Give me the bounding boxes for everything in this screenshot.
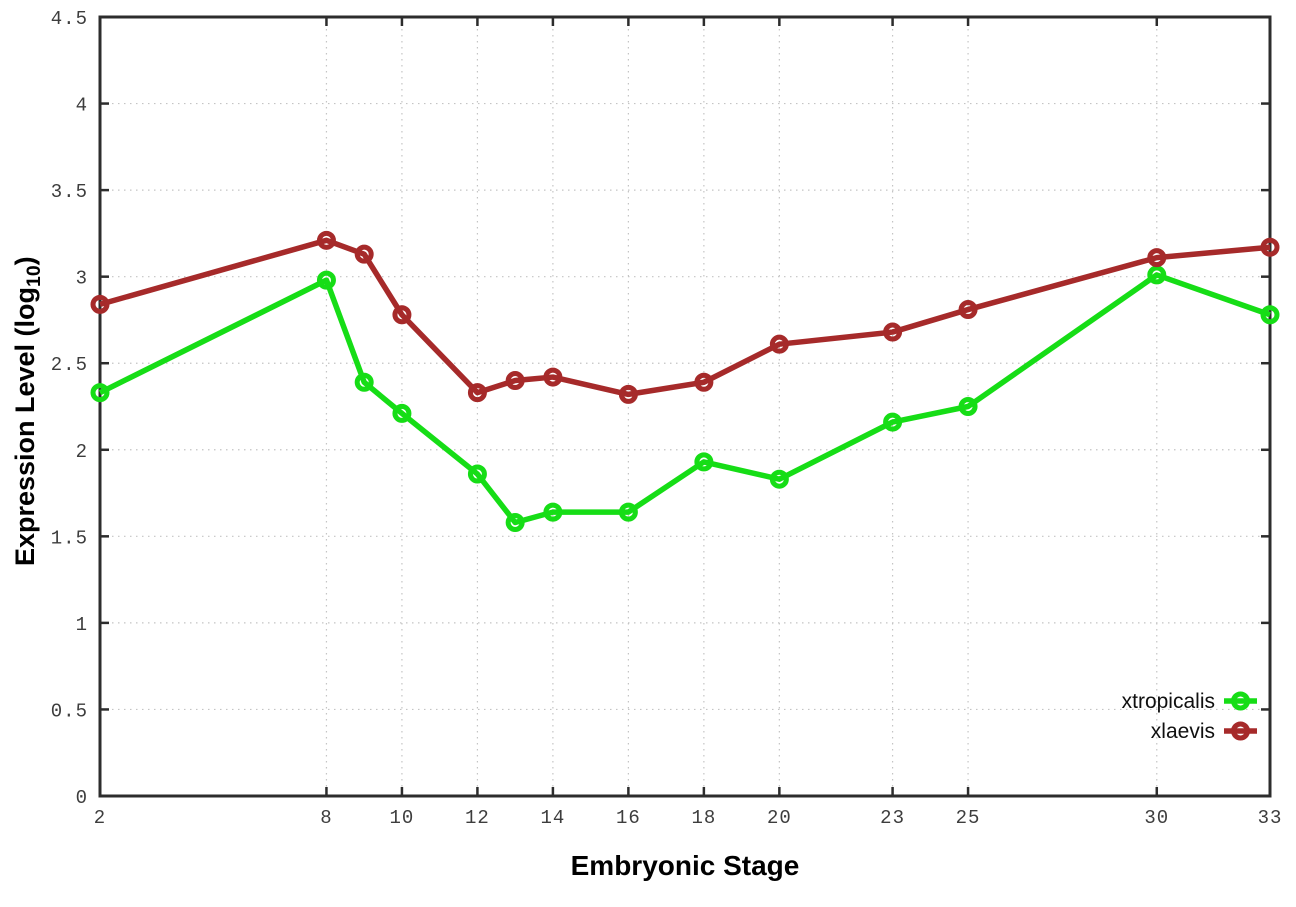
data-point-xtropicalis-stage-30 xyxy=(1147,265,1167,285)
data-point-xtropicalis-stage-8 xyxy=(316,270,336,290)
x-tick-label-16: 16 xyxy=(616,807,641,829)
plot-frame xyxy=(98,15,1272,798)
legend-marker-xtropicalis xyxy=(1231,691,1250,711)
data-point-xlaevis-stage-8 xyxy=(316,230,336,250)
y-axis-title: Expression Level (log10) xyxy=(10,221,46,601)
x-tick-label-12: 12 xyxy=(465,807,490,829)
data-point-xtropicalis-stage-12 xyxy=(467,464,487,484)
data-point-xtropicalis-stage-18 xyxy=(694,452,714,472)
legend-label-xlaevis: xlaevis xyxy=(1151,720,1215,743)
x-tick-label-14: 14 xyxy=(540,807,565,829)
x-tick-label-23: 23 xyxy=(880,807,905,829)
data-point-xlaevis-stage-20 xyxy=(769,334,789,354)
data-point-xtropicalis-stage-20 xyxy=(769,469,789,489)
tick-labels: 2 8 10 12 14 16 18 20 23 25 30 33 0 0.5 1 1.5 2 2.5 3 3.5 4 4… xyxy=(51,8,1283,829)
data-point-xlaevis-stage-23 xyxy=(883,322,903,342)
data-point-xlaevis-stage-30 xyxy=(1147,248,1167,268)
data-point-xtropicalis-stage-25 xyxy=(958,397,978,416)
data-point-xlaevis-stage-16 xyxy=(618,384,638,404)
y-tick-label-2: 2 xyxy=(76,441,88,463)
legend-entry-xtropicalis: xtropicalis xyxy=(1122,690,1257,713)
y-tick-label-1.5: 1.5 xyxy=(51,527,88,549)
y-axis-title-subscript: 10 xyxy=(23,265,46,287)
data-point-xtropicalis-stage-33 xyxy=(1260,305,1280,325)
y-tick-label-4.5: 4.5 xyxy=(51,8,88,30)
data-point-xtropicalis-stage-9 xyxy=(354,372,374,392)
data-point-xlaevis-stage-9 xyxy=(354,244,374,264)
data-point-xtropicalis-stage-23 xyxy=(883,412,903,432)
y-axis-title-text: Expression Level (log xyxy=(9,286,40,567)
data-point-xtropicalis-stage-16 xyxy=(618,502,638,522)
data-point-xtropicalis-stage-10 xyxy=(392,403,412,423)
legend-label-xtropicalis: xtropicalis xyxy=(1122,690,1215,713)
data-point-xlaevis-stage-2 xyxy=(90,294,110,314)
x-tick-label-25: 25 xyxy=(956,807,981,829)
data-point-xlaevis-stage-25 xyxy=(958,300,978,320)
y-tick-label-3: 3 xyxy=(76,268,88,290)
y-tick-label-0.5: 0.5 xyxy=(51,700,88,722)
x-tick-label-20: 20 xyxy=(767,807,792,829)
series-line-xtropicalis xyxy=(98,272,1271,526)
data-point-xlaevis-stage-33 xyxy=(1260,237,1280,257)
data-point-xtropicalis-stage-2 xyxy=(90,383,110,403)
y-tick-label-2.5: 2.5 xyxy=(51,354,88,376)
data-point-xlaevis-stage-14 xyxy=(543,367,563,387)
x-tick-label-18: 18 xyxy=(691,807,716,829)
data-point-xlaevis-stage-13 xyxy=(505,371,525,391)
y-tick-label-1: 1 xyxy=(76,614,88,636)
legend: xtropicalis xlaevis xyxy=(1122,690,1257,743)
legend-entry-xlaevis: xlaevis xyxy=(1151,720,1257,743)
x-axis-title: Embryonic Stage xyxy=(570,850,800,881)
y-tick-label-3.5: 3.5 xyxy=(51,181,88,203)
data-point-xlaevis-stage-12 xyxy=(467,383,487,403)
x-tick-label-30: 30 xyxy=(1144,807,1169,829)
series-line-xlaevis xyxy=(99,237,1271,398)
data-point-xlaevis-stage-18 xyxy=(694,372,714,392)
x-tick-label-8: 8 xyxy=(320,807,332,829)
x-tick-label-2: 2 xyxy=(94,807,106,829)
data-point-xtropicalis-stage-13 xyxy=(505,512,525,532)
series-xlaevis xyxy=(90,230,1280,404)
data-point-xlaevis-stage-10 xyxy=(392,305,412,325)
data-point-xtropicalis-stage-14 xyxy=(543,502,563,522)
gridlines xyxy=(100,17,1270,796)
x-tick-label-10: 10 xyxy=(390,807,415,829)
axis-ticks xyxy=(98,15,1272,798)
y-axis-title-close: ) xyxy=(9,256,40,266)
legend-marker-xlaevis xyxy=(1231,721,1250,741)
x-tick-label-33: 33 xyxy=(1258,807,1283,829)
y-tick-label-4: 4 xyxy=(76,95,88,117)
y-tick-label-0: 0 xyxy=(76,787,88,809)
series-xtropicalis xyxy=(90,265,1280,532)
